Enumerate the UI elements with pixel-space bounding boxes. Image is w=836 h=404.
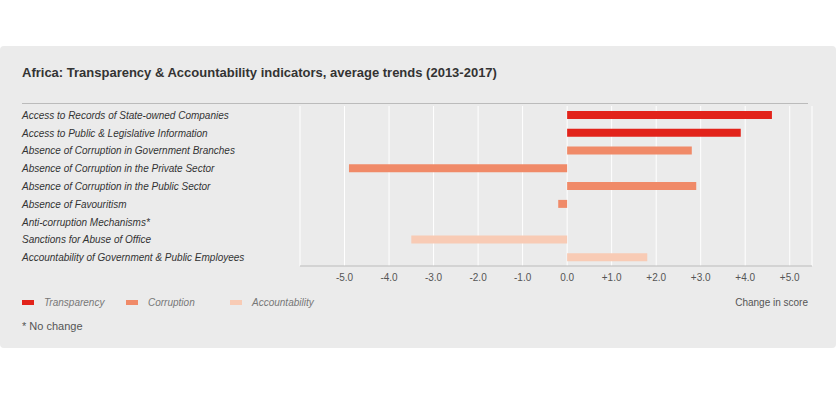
html-text:Change in score: Change in score: [735, 297, 808, 308]
svg-text:Access to Records of State-own: Access to Records of State-owned Compani…: [21, 110, 229, 121]
svg-text:Access to Public & Legislative: Access to Public & Legislative Informati…: [21, 128, 208, 139]
html-text:Transparency: Transparency: [44, 297, 105, 308]
svg-text:Absence of Corruption in the P: Absence of Corruption in the Private Sec…: [21, 163, 215, 174]
svg-text:Absence of Corruption in the P: Absence of Corruption in the Public Sect…: [21, 181, 211, 192]
svg-text:Absence of Favouritism: Absence of Favouritism: [21, 199, 127, 210]
svg-text:Absence of Corruption in Gover: Absence of Corruption in Government Bran…: [21, 145, 235, 156]
svg-text:Accountability of Government &: Accountability of Government & Public Em…: [21, 252, 244, 263]
svg-text:+5.0: +5.0: [780, 272, 800, 283]
svg-text:-1.0: -1.0: [514, 272, 532, 283]
svg-text:-2.0: -2.0: [469, 272, 487, 283]
svg-text:+1.0: +1.0: [602, 272, 622, 283]
svg-text:Sanctions for Abuse of Office: Sanctions for Abuse of Office: [22, 234, 152, 245]
html-text:Africa: Transparency & Account: Africa: Transparency & Accountability in…: [22, 65, 497, 80]
html-text:* No change: * No change: [22, 320, 83, 332]
svg-text:+2.0: +2.0: [646, 272, 666, 283]
svg-text:-3.0: -3.0: [425, 272, 443, 283]
html-text:Corruption: Corruption: [148, 297, 195, 308]
svg-text:+4.0: +4.0: [735, 272, 755, 283]
svg-text:Anti-corruption Mechanisms*: Anti-corruption Mechanisms*: [21, 217, 151, 228]
html-text:Accountability: Accountability: [252, 297, 314, 308]
svg-text:-5.0: -5.0: [336, 272, 354, 283]
svg-text:0.0: 0.0: [560, 272, 574, 283]
svg-text:-4.0: -4.0: [380, 272, 398, 283]
svg-text:+3.0: +3.0: [691, 272, 711, 283]
